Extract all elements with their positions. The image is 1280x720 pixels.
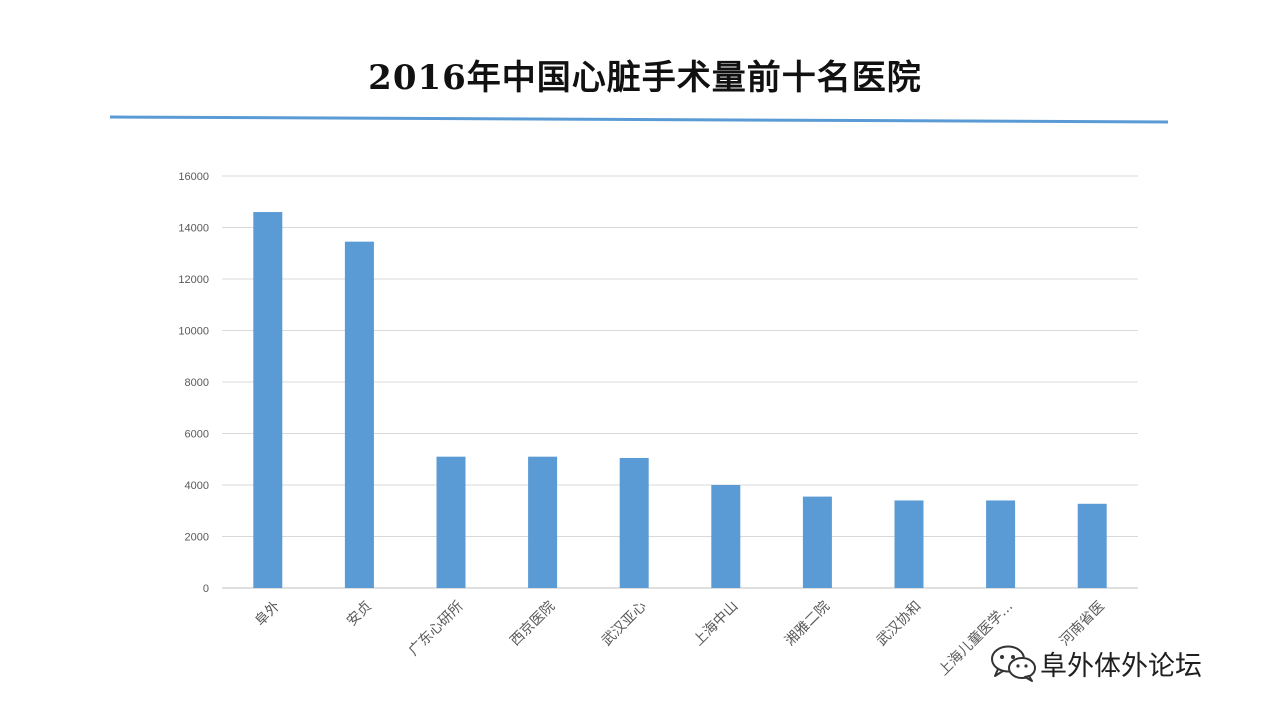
y-tick-label: 8000 [185,377,209,389]
bars [253,212,1107,589]
x-tick-label: 广东心研所 [406,598,467,659]
y-axis-tick-labels: 0 2000 4000 6000 8000 10000 12000 14000 16000 [178,171,209,595]
x-tick-label: 阜外 [252,598,284,630]
bar [711,485,741,588]
watermark-text: 阜外体外论坛 [1040,650,1202,682]
y-tick-label: 14000 [178,223,209,235]
x-tick-label: 湘雅二院 [782,598,833,649]
y-tick-label: 6000 [185,429,209,441]
bar [1077,503,1107,588]
y-tick-label: 0 [203,583,209,595]
x-tick-label: 西京医院 [507,598,558,649]
y-tick-label: 2000 [185,532,209,544]
bar [344,241,374,588]
wechat-icon [991,645,1036,682]
chart-title: 2016年中国心脏手术量前十名医院 [368,58,922,98]
x-axis-tick-labels: 阜外 安贞 广东心研所 西京医院 武汉亚心 上海中山 湘雅二院 武汉协和 上海儿童医学… 河南省医 [252,598,1108,679]
bar [619,457,649,588]
bar [894,500,924,588]
x-tick-label: 武汉协和 [874,598,925,649]
y-tick-label: 12000 [178,274,209,286]
y-tick-label: 16000 [178,171,209,183]
watermark: 阜外体外论坛 [988,638,1202,688]
bar [436,456,466,588]
y-tick-label: 10000 [178,326,209,338]
y-tick-label: 4000 [185,480,209,492]
bar [986,500,1016,588]
x-tick-label: 上海中山 [691,598,742,649]
x-tick-label: 武汉亚心 [599,598,650,649]
bar [528,456,558,588]
bar [802,496,832,588]
x-tick-label: 安贞 [343,598,375,630]
bar [253,212,283,589]
gridlines [222,175,1138,589]
title-underline [109,115,1169,124]
